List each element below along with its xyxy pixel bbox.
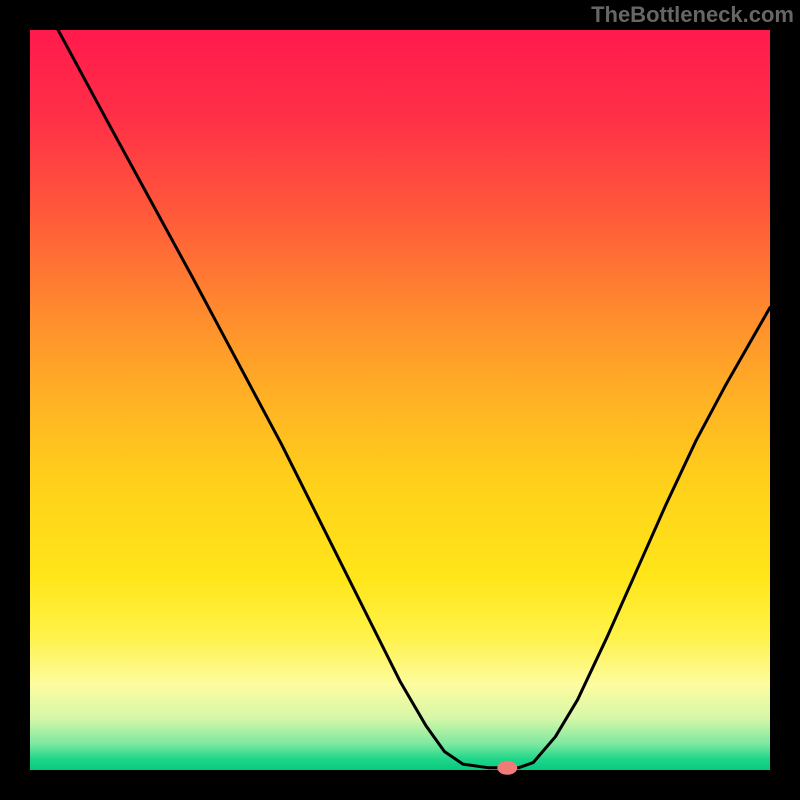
sweet-spot-marker xyxy=(497,761,517,775)
chart-stage: TheBottleneck.com xyxy=(0,0,800,800)
attribution-label: TheBottleneck.com xyxy=(591,2,794,28)
plot-gradient xyxy=(30,30,770,770)
bottleneck-chart xyxy=(0,0,800,800)
